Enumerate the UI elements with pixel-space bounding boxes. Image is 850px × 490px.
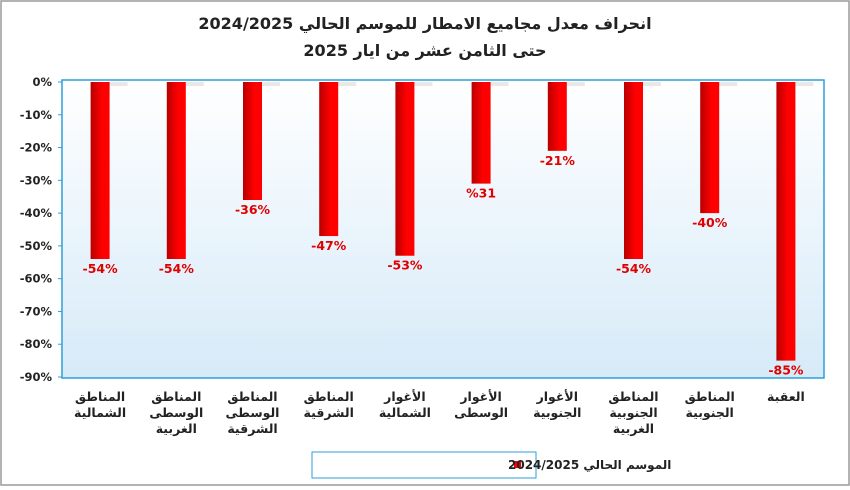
chart-title-line-2: حتى الثامن عشر من ايار 2025 — [303, 41, 546, 60]
x-tick-label: الغربية — [613, 421, 654, 436]
data-label: %31 — [466, 186, 496, 201]
y-tick-label: -70% — [20, 304, 53, 318]
y-tick-label: -20% — [20, 141, 53, 155]
data-label: -54% — [616, 261, 652, 276]
bar — [166, 82, 186, 259]
y-tick-label: -40% — [20, 206, 53, 220]
x-tick-label: المناطق — [151, 389, 201, 404]
x-axis-labels: المناطقالشماليةالمناطقالوسطىالغربيةالمنا… — [74, 389, 805, 436]
bar — [624, 82, 643, 259]
x-tick-label: الشرقية — [304, 405, 354, 420]
y-tick-label: -80% — [20, 337, 53, 351]
data-label: -85% — [768, 363, 804, 378]
bar-shadow — [262, 82, 280, 86]
x-tick-label: الأغوار — [536, 389, 578, 404]
y-tick-label: 0% — [32, 75, 52, 89]
data-label: -54% — [159, 261, 195, 276]
bar — [243, 82, 262, 200]
bar-shadow — [795, 82, 814, 86]
x-tick-label: الجنوبية — [533, 405, 581, 420]
x-tick-label: الوسطى — [149, 405, 203, 420]
bar-shadow — [566, 82, 585, 86]
bar-shadow — [719, 82, 738, 86]
bar — [700, 82, 720, 214]
plot-area — [61, 79, 825, 379]
y-tick-label: -30% — [20, 173, 53, 187]
bar — [319, 82, 339, 237]
bar — [547, 82, 567, 151]
data-label: -21% — [540, 153, 576, 168]
data-label: -54% — [83, 261, 119, 276]
legend-box — [311, 451, 537, 479]
y-tick-label: -10% — [20, 108, 53, 122]
y-tick-label: -90% — [20, 370, 53, 384]
y-tick-label: -60% — [20, 272, 53, 286]
x-tick-label: الجنوبية — [686, 405, 734, 420]
chart-title-line-1: انحراف معدل مجاميع الامطار للموسم الحالي… — [198, 14, 651, 34]
bar-shadow — [414, 82, 433, 86]
x-tick-label: الشرقية — [227, 421, 277, 436]
x-tick-label: الجنوبية — [609, 405, 657, 420]
bar-shadow — [643, 82, 661, 86]
x-tick-label: الوسطى — [226, 405, 280, 420]
data-labels: -54% -54% -36% -47% -53% %31 -21% -54% -40% -85% — [83, 153, 804, 378]
x-tick-label: الغربية — [156, 421, 197, 436]
x-tick-label: الوسطى — [454, 405, 508, 420]
legend-label: الموسم الحالي 2024/2025 — [508, 458, 671, 473]
bar-shadow — [338, 82, 357, 86]
bars — [90, 82, 814, 361]
y-axis-ticks: 0% -10% -20% -30% -40% -50% -60% -70% -80% -90% — [20, 75, 62, 384]
y-tick-label: -50% — [20, 239, 53, 253]
x-tick-label: العقبة — [767, 389, 805, 404]
x-tick-label: المناطق — [227, 389, 277, 404]
bar — [776, 82, 796, 361]
data-label: -47% — [311, 238, 347, 253]
x-tick-label: الشمالية — [379, 405, 431, 420]
x-tick-label: المناطق — [608, 389, 658, 404]
bar-shadow — [109, 82, 128, 86]
bar — [471, 82, 491, 184]
legend-swatch — [514, 461, 521, 468]
x-tick-label: الأغوار — [459, 389, 501, 404]
data-label: -53% — [387, 258, 423, 273]
x-tick-label: الشمالية — [74, 405, 126, 420]
bar — [395, 82, 415, 256]
x-tick-label: المناطق — [75, 389, 125, 404]
x-tick-label: الأغوار — [383, 389, 425, 404]
x-tick-label: المناطق — [685, 389, 735, 404]
bar — [90, 82, 110, 259]
legend: الموسم الحالي 2024/2025 — [311, 451, 671, 479]
data-label: -40% — [692, 215, 728, 230]
bar-shadow — [185, 82, 204, 86]
x-tick-label: المناطق — [304, 389, 354, 404]
bar-shadow — [490, 82, 509, 86]
data-label: -36% — [235, 202, 271, 217]
